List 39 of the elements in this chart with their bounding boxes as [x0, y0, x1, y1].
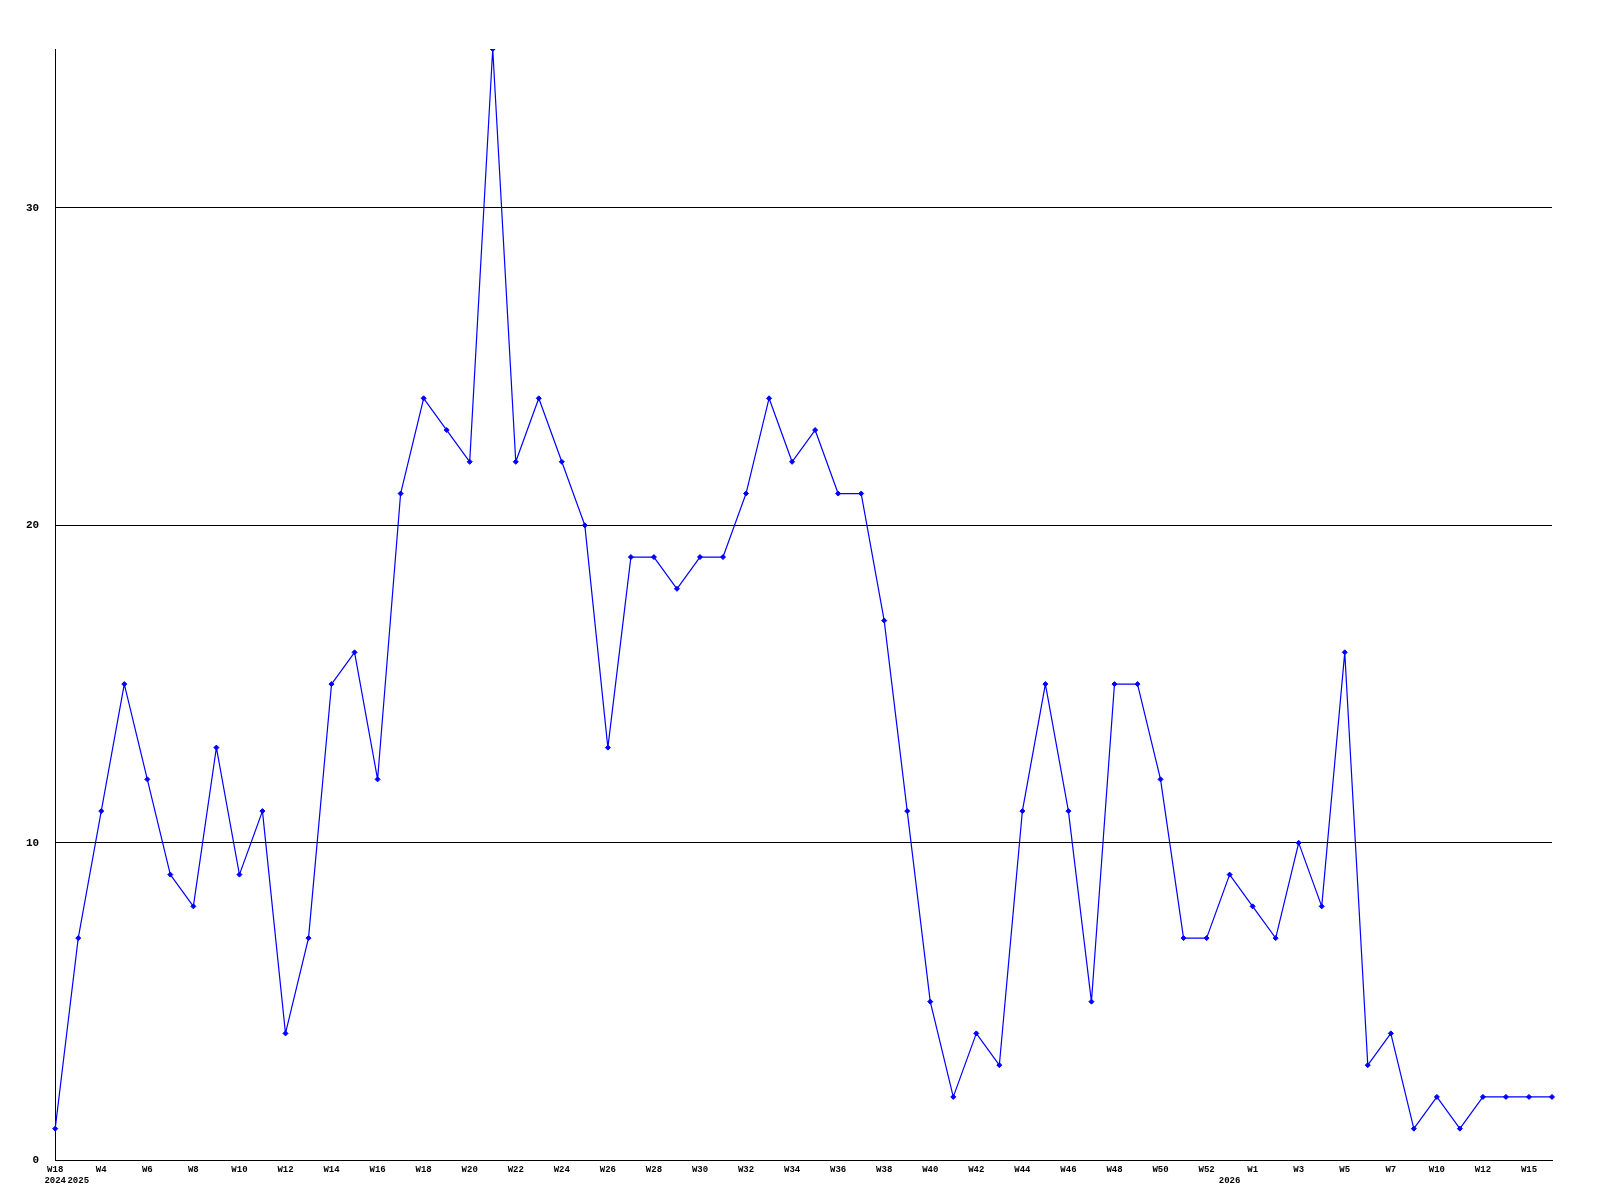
x-tick-label: W1	[1247, 1165, 1259, 1176]
x-tick-label: W30	[691, 1165, 709, 1176]
x-tick-label: W10	[231, 1165, 248, 1176]
x-tick-label: W18	[415, 1165, 432, 1176]
y-tick-label: 10	[26, 836, 40, 849]
x-tick-label: W36	[830, 1165, 847, 1176]
x-tick-label: W4	[95, 1165, 108, 1176]
x-tick-label: W12	[277, 1165, 294, 1176]
x-tick-label: W46	[1060, 1165, 1077, 1176]
x-tick-label: W38	[876, 1165, 893, 1176]
x-tick-label: W44	[1014, 1165, 1032, 1176]
x-tick-label: W32	[737, 1165, 755, 1176]
y-tick-label: 0	[32, 1154, 40, 1167]
x-tick-label: W3	[1293, 1165, 1305, 1176]
x-tick-label: W42	[968, 1165, 985, 1176]
x-tick-label: W20	[461, 1165, 478, 1176]
x-tick-label: W7	[1385, 1165, 1397, 1176]
x-tick-label: W28	[645, 1165, 663, 1176]
x-tick-label: W8	[187, 1165, 199, 1176]
x-tick-label: W12	[1474, 1165, 1492, 1176]
x-tick-label: W18 2024	[44, 1165, 67, 1186]
x-tick-label: W16	[369, 1165, 386, 1176]
y-tick-label: 20	[26, 519, 40, 532]
x-tick-label: 2026	[1218, 1175, 1241, 1186]
x-tick-label: W26	[599, 1165, 616, 1176]
x-tick-label: W24	[553, 1165, 571, 1176]
y-tick-label: 30	[26, 201, 40, 214]
x-tick-label: W5	[1339, 1165, 1351, 1176]
x-tick-label: W15	[1520, 1165, 1538, 1176]
x-tick-label: 2025	[67, 1175, 90, 1186]
x-tick-label: W34	[783, 1165, 801, 1176]
x-tick-label: W48	[1106, 1165, 1123, 1176]
x-tick-label: W14	[323, 1165, 341, 1176]
x-tick-label: W52	[1198, 1165, 1215, 1176]
x-tick-label: W6	[141, 1165, 153, 1176]
x-tick-label: W50	[1152, 1165, 1169, 1176]
x-tick-label: W10	[1428, 1165, 1445, 1176]
x-tick-label: W40	[922, 1165, 939, 1176]
x-tick-label: W22	[507, 1165, 524, 1176]
